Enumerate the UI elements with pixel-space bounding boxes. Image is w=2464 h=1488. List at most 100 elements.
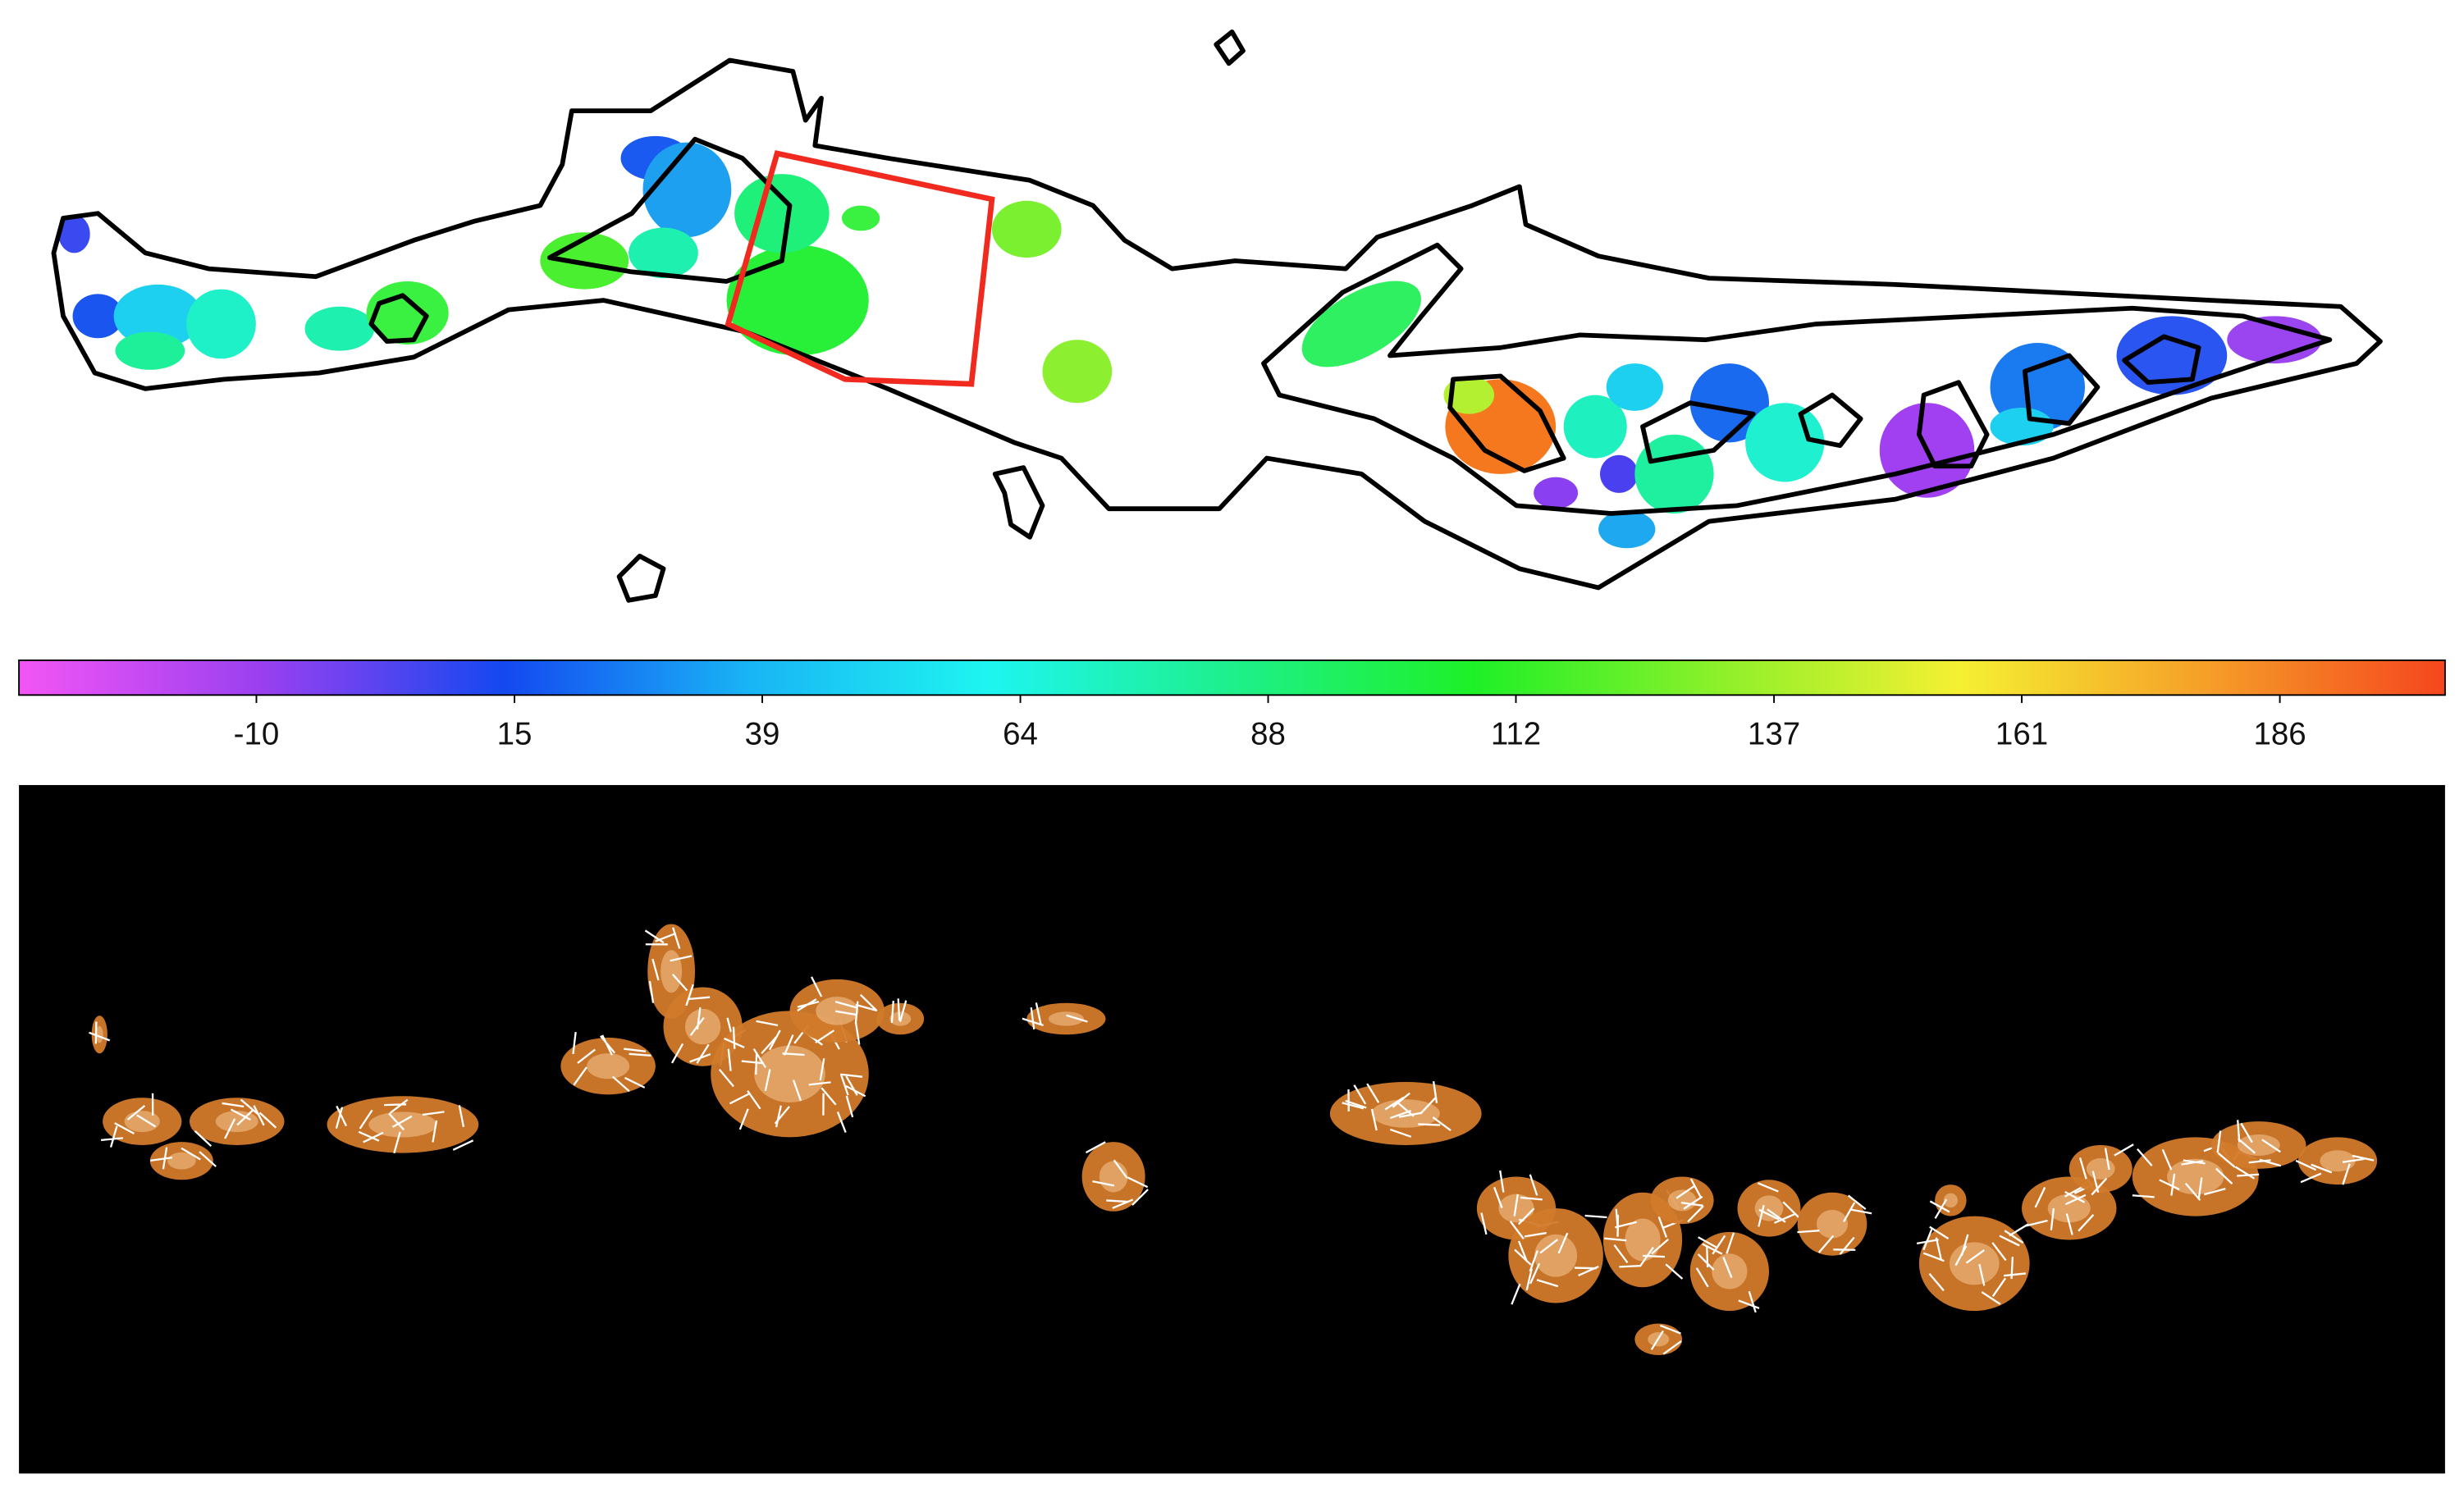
blob — [726, 244, 869, 356]
polarization-vector — [2234, 1166, 2256, 1180]
polarization-vector — [2137, 1148, 2153, 1166]
polarization-vector — [2237, 1138, 2256, 1154]
blob — [1301, 281, 1421, 367]
polarization-vector — [1112, 1198, 1134, 1209]
polarization-vector — [1511, 1283, 1521, 1305]
polarization-vector — [890, 1001, 894, 1024]
polarization-vector — [1529, 1250, 1538, 1272]
polarization-vector — [696, 1043, 710, 1064]
blob — [2116, 316, 2228, 395]
blob — [58, 215, 90, 253]
polarization-vector — [1999, 1235, 2020, 1247]
polarization-vector — [100, 1137, 123, 1142]
polarization-vector — [1514, 1248, 1532, 1266]
polarization-vector — [1480, 1212, 1488, 1235]
polarization-vector — [768, 1029, 781, 1051]
polarization-vector — [727, 1048, 732, 1071]
polarization-vector — [1127, 1176, 1149, 1189]
polarization-vector — [1782, 1201, 1800, 1219]
emission-core — [2237, 1134, 2280, 1156]
polarization-vector — [253, 1105, 265, 1126]
polarization-vector — [126, 1105, 146, 1121]
polarization-vector — [1695, 1267, 1709, 1288]
polarization-vector — [2342, 1157, 2365, 1163]
polarization-vector — [391, 1115, 413, 1128]
polarization-vector — [389, 1098, 409, 1114]
polarization-vector — [2114, 1143, 2134, 1157]
blob — [113, 284, 203, 348]
polarization-vector — [1370, 1108, 1378, 1131]
tick-label: 137 — [1748, 717, 1800, 752]
polarization-vector — [2065, 1213, 2073, 1235]
polarization-vector — [1529, 1262, 1541, 1285]
polarization-vector — [1847, 1194, 1867, 1211]
polarization-vector — [1935, 1237, 1942, 1260]
contour — [1640, 400, 1756, 464]
polarization-vector — [1085, 1141, 1106, 1154]
polarization-vector — [222, 1102, 245, 1108]
polarization-vector — [898, 1000, 907, 1022]
colorbar: -10 15 39 64 88 112 137 161 186 — [18, 660, 2446, 752]
polarization-vector — [756, 1020, 779, 1027]
polarization-vector — [89, 1031, 111, 1042]
polarization-vector — [162, 1147, 168, 1170]
polarization-vector — [573, 1066, 587, 1086]
emission-core — [2167, 1158, 2224, 1195]
polarization-vector — [240, 1098, 258, 1115]
polarization-vector — [624, 1076, 646, 1089]
emission-core — [1816, 1209, 1849, 1239]
polarization-vector — [1432, 1080, 1438, 1103]
polarization-vector — [1922, 1229, 1933, 1251]
polarization-vector — [1651, 1238, 1670, 1255]
polarization-vector — [1965, 1249, 1985, 1264]
polarization-vector — [2104, 1148, 2110, 1171]
blob — [642, 142, 732, 238]
emission-core — [1943, 1193, 1959, 1207]
blob — [186, 289, 256, 359]
polarization-vector — [2248, 1159, 2271, 1164]
emission-core — [2086, 1157, 2115, 1180]
polarization-vector — [452, 1139, 474, 1151]
polarization-vector — [1389, 1128, 1412, 1138]
polarization-vector — [859, 993, 877, 1011]
polarization-vector — [1604, 1237, 1627, 1242]
polarization-vector — [1842, 1202, 1856, 1223]
polarization-vector — [1539, 1239, 1559, 1254]
polarization-vector — [845, 1075, 858, 1096]
polarization-vector — [1774, 1213, 1795, 1224]
polarization-vector — [136, 1114, 157, 1128]
polarization-vector — [1396, 1101, 1415, 1117]
blob — [734, 174, 830, 253]
polarization-vector — [2132, 1194, 2155, 1198]
polarization-vector — [194, 1130, 213, 1148]
polarization-vector — [689, 1016, 705, 1036]
polarization-vector — [1817, 1235, 1835, 1253]
emission-core — [661, 950, 683, 993]
polarization-vector — [836, 1111, 847, 1133]
polarization-vector — [2064, 1194, 2087, 1206]
polarization-vector — [1697, 1253, 1715, 1271]
polarization-vector — [1650, 1330, 1664, 1350]
polarization-vector — [2261, 1139, 2281, 1153]
contour — [2122, 334, 2201, 386]
polarization-vector — [1712, 1235, 1726, 1255]
polarization-vector — [1419, 1097, 1437, 1115]
polarization-vector — [432, 1120, 438, 1143]
emission-core — [1099, 1161, 1128, 1193]
polarization-vector — [2091, 1177, 2108, 1196]
polarization-vector — [1066, 1014, 1088, 1023]
polarization-vector — [764, 1069, 771, 1092]
polarization-vector — [336, 1105, 347, 1127]
polarization-vector — [2183, 1159, 2206, 1165]
polarization-vector — [2009, 1223, 2029, 1237]
polarization-vector — [2004, 1272, 2027, 1277]
polarization-vector — [1748, 1290, 1757, 1313]
polarization-vector — [792, 1079, 802, 1102]
polarization-vector — [1660, 1324, 1681, 1335]
polarization-vector — [2026, 1219, 2048, 1227]
emission-core — [1667, 1189, 1697, 1212]
polarization-vector — [1106, 1199, 1129, 1203]
blob — [1990, 407, 2054, 446]
polarization-vector — [1757, 1182, 1779, 1193]
